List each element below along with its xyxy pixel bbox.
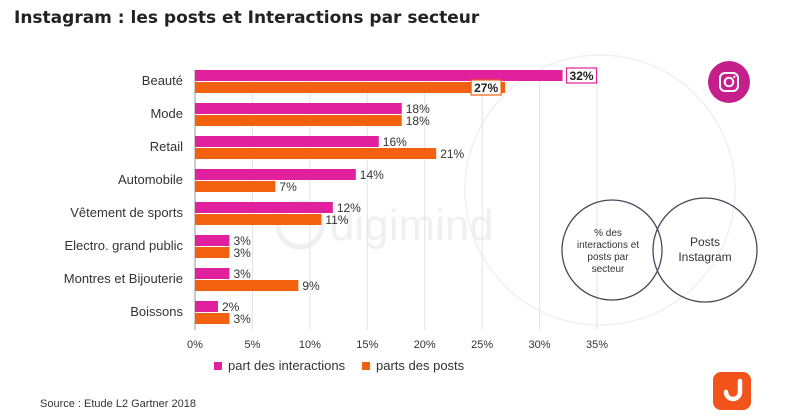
bar-posts bbox=[195, 181, 276, 192]
data-label: 3% bbox=[233, 246, 251, 260]
legend-label-posts: parts des posts bbox=[376, 358, 465, 373]
category-labels: Beauté Mode Retail Automobile Vêtement de sp… bbox=[64, 73, 184, 319]
venn-right-label: Posts Instagram bbox=[678, 235, 731, 264]
data-label: 12% bbox=[337, 201, 361, 215]
legend-swatch-posts bbox=[362, 361, 370, 370]
data-label-box bbox=[565, 67, 598, 84]
x-tick-label: 30% bbox=[529, 339, 551, 351]
category-label: Automobile bbox=[118, 172, 183, 187]
digimind-icon bbox=[723, 378, 743, 402]
chart-title: Instagram : les posts et Interactions pa… bbox=[14, 8, 480, 28]
category-label: Electro. grand public bbox=[64, 238, 183, 253]
legend-swatch-interactions bbox=[214, 361, 222, 370]
instagram-icon bbox=[719, 72, 739, 92]
venn-diagram: % des interactions et posts par secteur Pos… bbox=[561, 197, 758, 303]
data-label: 27% bbox=[474, 81, 498, 95]
data-label: 21% bbox=[440, 147, 464, 161]
data-label: 32% bbox=[570, 69, 594, 83]
bar-interactions bbox=[195, 169, 356, 180]
bar-interactions bbox=[195, 268, 230, 279]
legend-item-posts: parts des posts bbox=[362, 358, 464, 373]
venn-label-line: % des bbox=[594, 228, 622, 239]
category-label: Boissons bbox=[130, 304, 183, 319]
instagram-logo bbox=[708, 61, 750, 103]
bar-interactions bbox=[195, 103, 402, 114]
x-tick-label: 25% bbox=[471, 339, 493, 351]
data-label: 11% bbox=[325, 213, 348, 227]
x-tick-label: 5% bbox=[244, 339, 260, 351]
bar-posts bbox=[195, 313, 230, 324]
data-label: 7% bbox=[279, 180, 297, 194]
data-label: 14% bbox=[360, 168, 384, 182]
bar-interactions bbox=[195, 235, 230, 246]
category-label: Beauté bbox=[142, 73, 183, 88]
venn-label-line: Posts bbox=[690, 235, 720, 249]
data-label: 3% bbox=[233, 312, 251, 326]
watermark: digimind bbox=[275, 54, 736, 326]
bar-interactions bbox=[195, 70, 563, 81]
venn-left-circle bbox=[561, 199, 663, 301]
data-label: 9% bbox=[302, 279, 320, 293]
x-tick-label: 15% bbox=[356, 339, 378, 351]
bar-posts bbox=[195, 148, 437, 159]
bar-posts bbox=[195, 82, 506, 93]
bar-posts bbox=[195, 247, 230, 258]
venn-label-line: posts par bbox=[587, 252, 629, 263]
digimind-logo bbox=[713, 372, 751, 410]
bar-interactions bbox=[195, 136, 379, 147]
category-label: Mode bbox=[150, 106, 183, 121]
x-tick-label: 35% bbox=[586, 339, 608, 351]
venn-label-line: interactions et bbox=[577, 240, 639, 251]
venn-label-line: secteur bbox=[592, 264, 625, 275]
venn-left-label: % des interactions et posts par secteur bbox=[577, 228, 639, 275]
bar-posts bbox=[195, 115, 402, 126]
x-tick-label: 20% bbox=[414, 339, 436, 351]
data-label-box bbox=[470, 79, 502, 96]
bars bbox=[195, 70, 563, 324]
category-label: Montres et Bijouterie bbox=[64, 271, 183, 286]
x-tick-labels: 0% 5% 10% 15% 20% 25% 30% 35% bbox=[187, 339, 608, 351]
legend-label-interactions: part des interactions bbox=[228, 358, 346, 373]
bar-interactions bbox=[195, 301, 218, 312]
data-label: 18% bbox=[406, 114, 430, 128]
x-tick-label: 0% bbox=[187, 339, 203, 351]
bar-posts bbox=[195, 214, 322, 225]
x-tick-label: 10% bbox=[299, 339, 321, 351]
data-labels: 32%27%18%18%16%21%14%7%12%11%3%3%3%9%2%3… bbox=[222, 67, 598, 326]
venn-right-circle bbox=[652, 197, 758, 303]
watermark-text: digimind bbox=[330, 201, 494, 250]
data-label: 18% bbox=[406, 102, 430, 116]
legend-item-interactions: part des interactions bbox=[214, 358, 345, 373]
data-label: 2% bbox=[222, 300, 240, 314]
category-label: Vêtement de sports bbox=[70, 205, 183, 220]
data-label: 3% bbox=[233, 234, 251, 248]
bar-posts bbox=[195, 280, 299, 291]
watermark-circle bbox=[464, 54, 736, 326]
source-note: Source : Etude L2 Gartner 2018 bbox=[40, 398, 196, 410]
data-label: 16% bbox=[383, 135, 407, 149]
venn-label-line: Instagram bbox=[678, 250, 731, 264]
bar-interactions bbox=[195, 202, 333, 213]
data-label: 3% bbox=[233, 267, 251, 281]
category-label: Retail bbox=[150, 139, 183, 154]
